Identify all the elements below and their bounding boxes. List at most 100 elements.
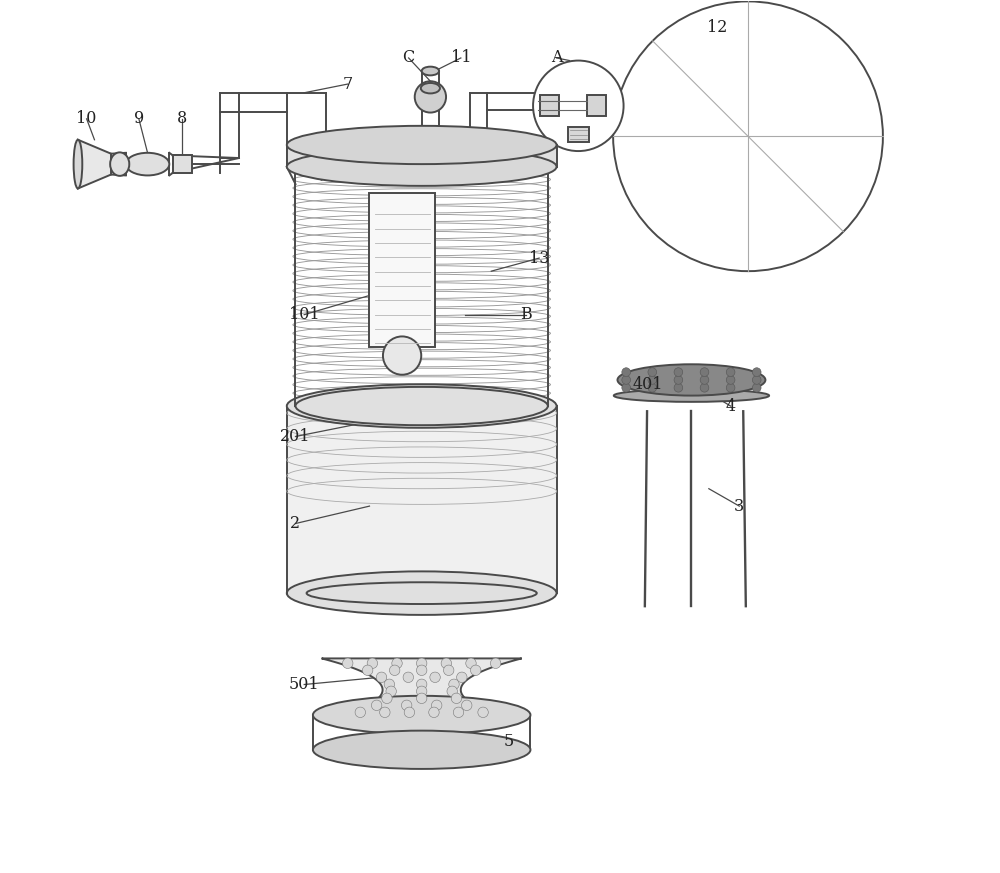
Text: 5: 5	[504, 732, 514, 750]
Text: 401: 401	[633, 375, 663, 393]
Bar	[287, 145, 557, 167]
Ellipse shape	[303, 389, 540, 423]
Polygon shape	[78, 140, 111, 189]
Circle shape	[380, 707, 390, 718]
Circle shape	[416, 686, 427, 697]
Circle shape	[752, 368, 761, 376]
Circle shape	[441, 658, 452, 669]
Text: 8: 8	[177, 110, 187, 127]
Ellipse shape	[614, 389, 769, 402]
Text: B: B	[520, 306, 532, 323]
Circle shape	[726, 375, 735, 384]
Ellipse shape	[313, 696, 530, 734]
Circle shape	[355, 707, 366, 718]
Circle shape	[533, 60, 624, 151]
Bar	[295, 158, 548, 406]
Text: 4: 4	[726, 397, 736, 415]
Circle shape	[384, 679, 395, 690]
Circle shape	[429, 707, 439, 718]
Circle shape	[415, 81, 446, 113]
Circle shape	[622, 368, 631, 376]
Circle shape	[648, 375, 657, 384]
Bar	[287, 406, 557, 593]
Text: 3: 3	[734, 498, 744, 514]
Circle shape	[726, 383, 735, 392]
Bar	[540, 95, 559, 116]
Circle shape	[449, 679, 459, 690]
Circle shape	[403, 672, 414, 683]
Ellipse shape	[313, 731, 530, 769]
Circle shape	[416, 658, 427, 669]
Circle shape	[700, 375, 709, 384]
Circle shape	[416, 665, 427, 676]
Text: C: C	[403, 50, 415, 66]
Circle shape	[443, 665, 454, 676]
Circle shape	[466, 658, 476, 669]
Text: 101: 101	[289, 306, 320, 323]
Ellipse shape	[287, 126, 557, 164]
Ellipse shape	[287, 384, 557, 428]
Polygon shape	[322, 658, 522, 719]
Text: 12: 12	[707, 19, 728, 36]
Circle shape	[343, 658, 353, 669]
Circle shape	[401, 700, 412, 711]
Ellipse shape	[307, 582, 537, 604]
Circle shape	[457, 672, 467, 683]
Circle shape	[648, 383, 657, 392]
Bar	[568, 127, 589, 142]
Ellipse shape	[295, 387, 548, 425]
Circle shape	[416, 693, 427, 704]
Ellipse shape	[421, 83, 440, 93]
Text: 10: 10	[76, 110, 97, 127]
Circle shape	[382, 693, 392, 704]
Circle shape	[392, 658, 402, 669]
Text: 501: 501	[289, 676, 320, 693]
Circle shape	[700, 368, 709, 376]
Ellipse shape	[422, 66, 439, 75]
Circle shape	[622, 383, 631, 392]
Circle shape	[700, 383, 709, 392]
Ellipse shape	[126, 153, 169, 175]
Ellipse shape	[287, 572, 557, 615]
Text: 9: 9	[134, 110, 144, 127]
Ellipse shape	[617, 364, 765, 395]
Circle shape	[371, 700, 382, 711]
Circle shape	[367, 658, 378, 669]
Circle shape	[362, 665, 373, 676]
Text: 2: 2	[290, 515, 301, 532]
Bar	[173, 155, 192, 173]
Circle shape	[416, 679, 427, 690]
Circle shape	[404, 707, 415, 718]
Ellipse shape	[295, 139, 548, 177]
Circle shape	[376, 672, 387, 683]
Circle shape	[674, 368, 683, 376]
Text: 7: 7	[343, 76, 353, 93]
Circle shape	[648, 368, 657, 376]
Circle shape	[430, 672, 440, 683]
Circle shape	[451, 693, 462, 704]
Circle shape	[389, 665, 400, 676]
Circle shape	[383, 336, 421, 375]
Circle shape	[490, 658, 501, 669]
Circle shape	[674, 383, 683, 392]
Circle shape	[386, 686, 396, 697]
Circle shape	[470, 665, 481, 676]
Circle shape	[622, 375, 631, 384]
Bar	[587, 95, 606, 116]
Circle shape	[726, 368, 735, 376]
Text: 13: 13	[529, 250, 549, 266]
Circle shape	[453, 707, 464, 718]
Circle shape	[674, 375, 683, 384]
Text: A: A	[551, 50, 562, 66]
Bar	[369, 193, 435, 347]
Circle shape	[752, 383, 761, 392]
Text: 201: 201	[280, 428, 311, 445]
Ellipse shape	[74, 140, 82, 189]
Circle shape	[478, 707, 488, 718]
Circle shape	[613, 2, 883, 272]
Circle shape	[447, 686, 457, 697]
Ellipse shape	[287, 148, 557, 186]
Text: 11: 11	[451, 50, 471, 66]
Circle shape	[752, 375, 761, 384]
Circle shape	[462, 700, 472, 711]
